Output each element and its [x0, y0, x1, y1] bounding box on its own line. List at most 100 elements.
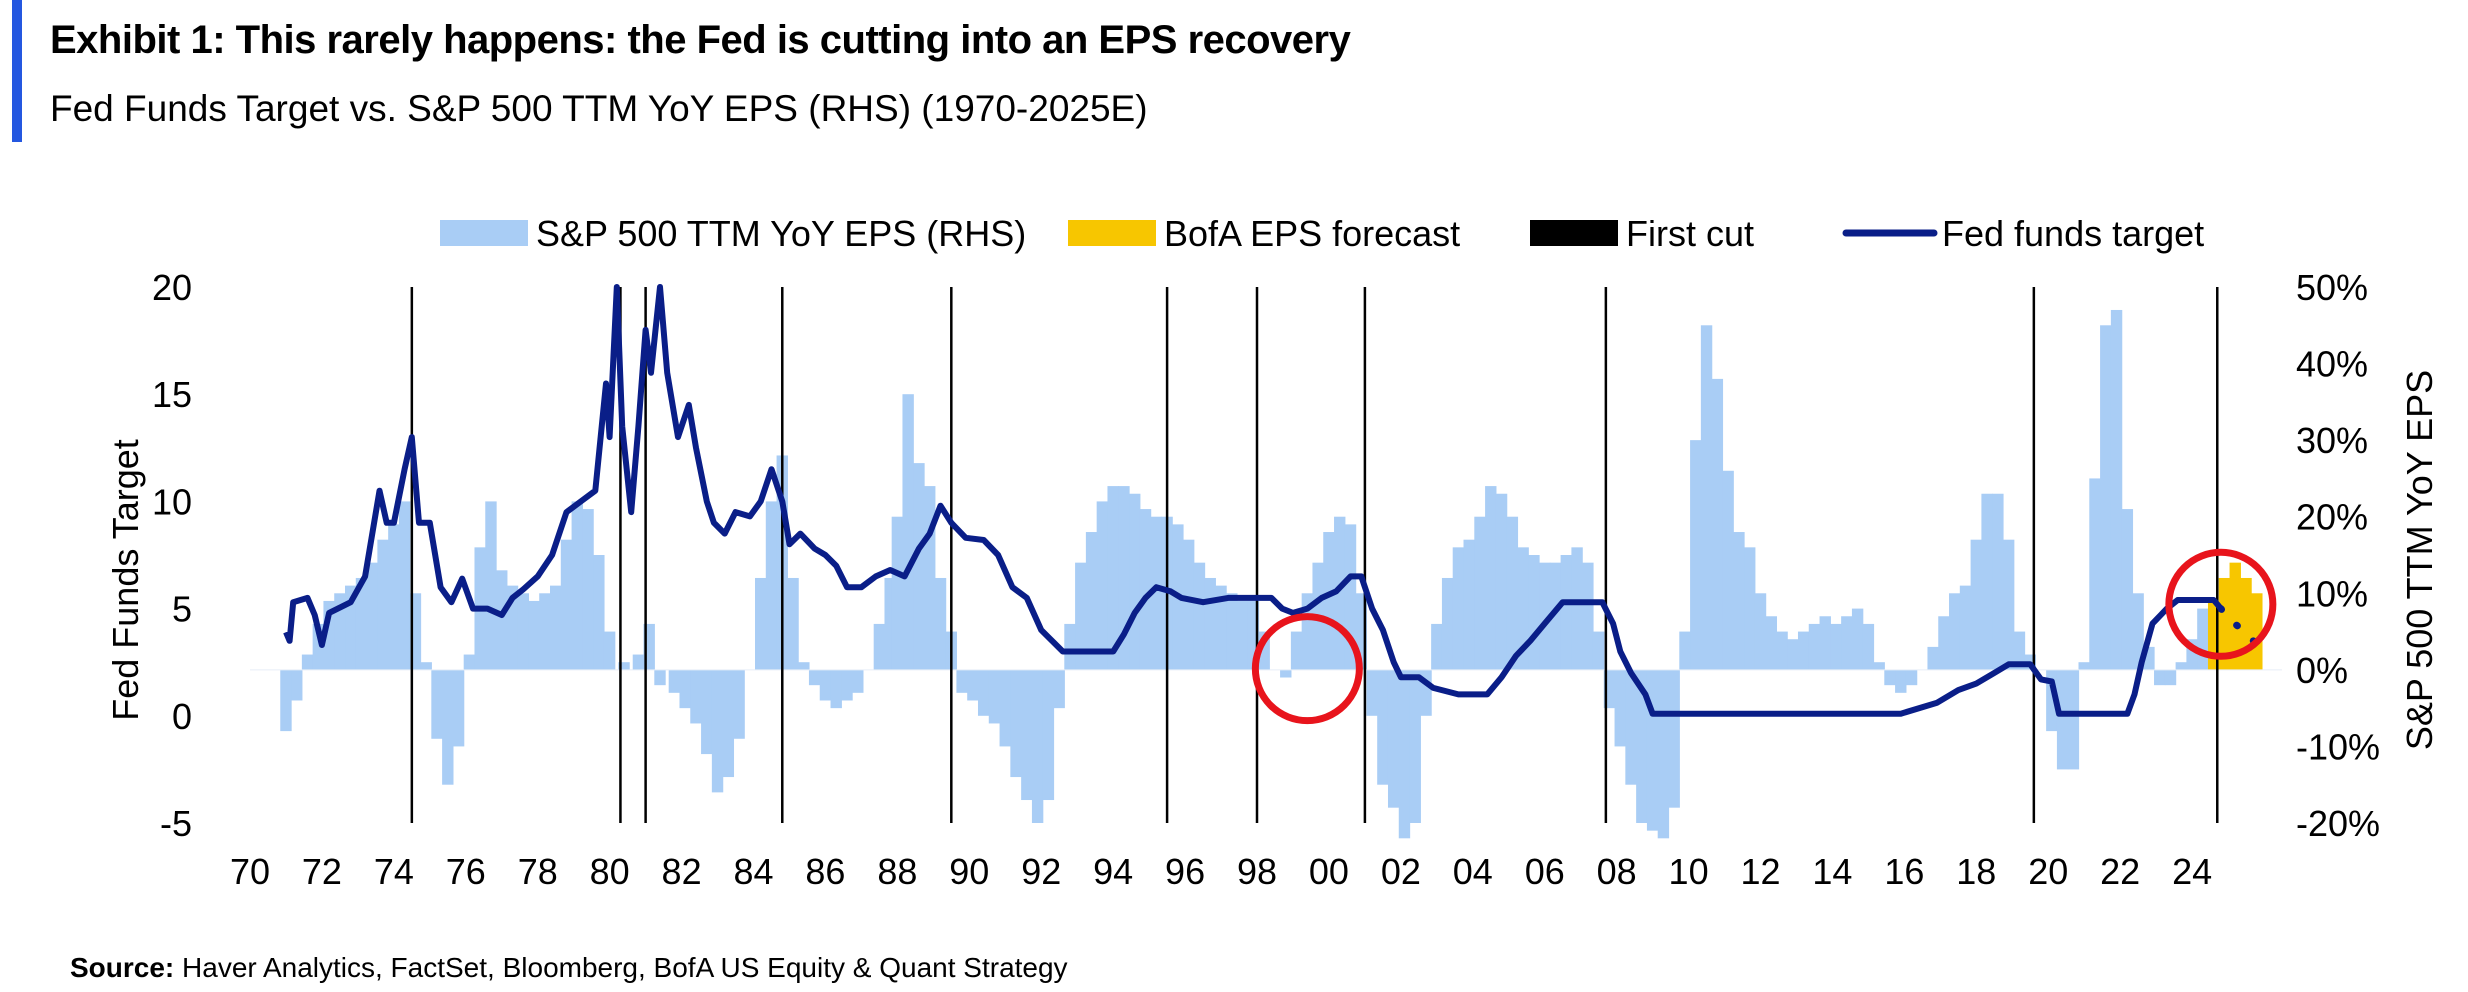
- eps-bar-41: [733, 669, 745, 739]
- y-right-tick-4: 10%: [2296, 573, 2368, 614]
- eps-bar-152: [1927, 646, 1939, 670]
- eps-bar-145: [1851, 608, 1864, 670]
- eps-bar-100: [1366, 669, 1378, 716]
- eps-bar-60: [934, 577, 947, 670]
- eps-bar-90: [1258, 631, 1270, 670]
- x-tick-20: 10: [1669, 851, 1709, 892]
- y-left-tick-1: 15: [152, 374, 192, 415]
- y-right-tick-0: 50%: [2296, 267, 2368, 308]
- eps-bar-88: [1236, 600, 1249, 670]
- x-tick-21: 12: [1740, 851, 1780, 892]
- eps-bar-159: [2002, 539, 2015, 670]
- x-tick-5: 80: [590, 851, 630, 892]
- eps-bar-57: [902, 394, 914, 670]
- eps-bar-146: [1862, 623, 1875, 670]
- eps-bar-0: [280, 669, 292, 732]
- eps-bar-87: [1226, 593, 1238, 670]
- eps-bar-85: [1204, 577, 1216, 670]
- legend-swatch-forecast: [1068, 220, 1156, 246]
- eps-bar-174: [2164, 669, 2177, 686]
- eps-bar-173: [2154, 669, 2166, 686]
- eps-bar-20: [496, 570, 508, 670]
- x-tick-23: 16: [1884, 851, 1924, 892]
- eps-bar-34: [654, 669, 666, 686]
- eps-bar-22: [517, 593, 530, 670]
- x-tick-2: 74: [374, 851, 414, 892]
- eps-bar-7: [355, 577, 368, 670]
- x-tick-3: 76: [446, 851, 486, 892]
- eps-bar-40: [722, 669, 735, 778]
- eps-bar-165: [2067, 669, 2080, 770]
- eps-bar-10: [388, 524, 400, 670]
- highlight-circle-0: [1251, 613, 1363, 725]
- y-right-tick-3: 20%: [2296, 497, 2368, 538]
- eps-bar-79: [1139, 509, 1152, 670]
- eps-bar-55: [884, 577, 896, 670]
- eps-bar-155: [1959, 585, 1972, 670]
- x-tick-11: 92: [1021, 851, 1061, 892]
- eps-bar-107: [1441, 577, 1454, 670]
- eps-bar-68: [1021, 669, 1033, 801]
- eps-bar-140: [1797, 631, 1810, 670]
- eps-bar-112: [1495, 493, 1508, 670]
- eps-bar-series: [280, 309, 2209, 839]
- eps-bar-75: [1096, 501, 1109, 670]
- eps-bar-111: [1485, 486, 1497, 670]
- exhibit-title: Exhibit 1: This rarely happens: the Fed …: [50, 18, 1351, 62]
- highlight-circle-1: [2165, 548, 2277, 660]
- y-left-tick-3: 5: [172, 589, 192, 630]
- x-tick-15: 00: [1309, 851, 1349, 892]
- y-right-tick-5: 0%: [2296, 650, 2348, 691]
- first-cut-lines: [410, 287, 2219, 823]
- eps-bar-50: [830, 669, 842, 709]
- x-tick-14: 98: [1237, 851, 1277, 892]
- exhibit-subtitle: Fed Funds Target vs. S&P 500 TTM YoY EPS…: [50, 88, 1148, 129]
- forecast-bar-series: [2207, 562, 2263, 670]
- eps-bar-49: [819, 669, 832, 701]
- eps-bar-110: [1474, 516, 1486, 670]
- eps-bar-109: [1463, 539, 1475, 670]
- x-tick-6: 82: [662, 851, 702, 892]
- x-tick-7: 84: [733, 851, 773, 892]
- legend-swatch-first-cut: [1530, 220, 1618, 246]
- eps-bar-29: [593, 555, 605, 670]
- eps-bar-27: [571, 501, 583, 670]
- x-tick-19: 08: [1597, 851, 1637, 892]
- eps-bar-129: [1679, 631, 1691, 670]
- eps-bar-136: [1754, 593, 1767, 670]
- y-left-tick-4: 0: [172, 696, 192, 737]
- eps-bar-134: [1733, 532, 1745, 670]
- eps-bar-38: [701, 669, 713, 755]
- eps-bar-31: [618, 662, 630, 670]
- eps-bar-126: [1646, 669, 1659, 831]
- eps-bar-52: [852, 669, 864, 693]
- eps-bar-103: [1398, 669, 1411, 839]
- eps-bar-108: [1452, 547, 1465, 670]
- eps-bar-150: [1905, 669, 1918, 686]
- y-left-tick-labels: 20 15 10 5 0 -5: [152, 267, 192, 844]
- eps-bar-119: [1571, 547, 1583, 670]
- eps-bar-172: [2143, 646, 2155, 670]
- eps-bar-154: [1949, 593, 1961, 670]
- x-tick-27: 24: [2172, 851, 2212, 892]
- eps-bar-62: [956, 669, 968, 693]
- eps-bar-3: [312, 623, 325, 670]
- eps-bar-128: [1668, 669, 1680, 808]
- eps-bar-17: [463, 654, 476, 670]
- eps-bar-171: [2132, 593, 2144, 670]
- eps-bar-54: [873, 623, 886, 670]
- eps-bar-77: [1118, 486, 1130, 670]
- eps-bar-92: [1280, 669, 1292, 678]
- x-tick-24: 18: [1956, 851, 1996, 892]
- eps-bar-170: [2121, 509, 2134, 670]
- source-note: Source: Haver Analytics, FactSet, Bloomb…: [70, 952, 1068, 984]
- y-right-tick-6: -10%: [2296, 726, 2380, 767]
- y-right-tick-7: -20%: [2296, 803, 2380, 844]
- eps-bar-8: [366, 562, 378, 670]
- eps-bar-94: [1301, 593, 1314, 670]
- eps-bar-48: [808, 669, 821, 686]
- eps-bar-46: [787, 577, 799, 670]
- eps-bar-139: [1787, 639, 1799, 670]
- eps-bar-23: [528, 600, 540, 670]
- eps-bar-12: [409, 593, 422, 670]
